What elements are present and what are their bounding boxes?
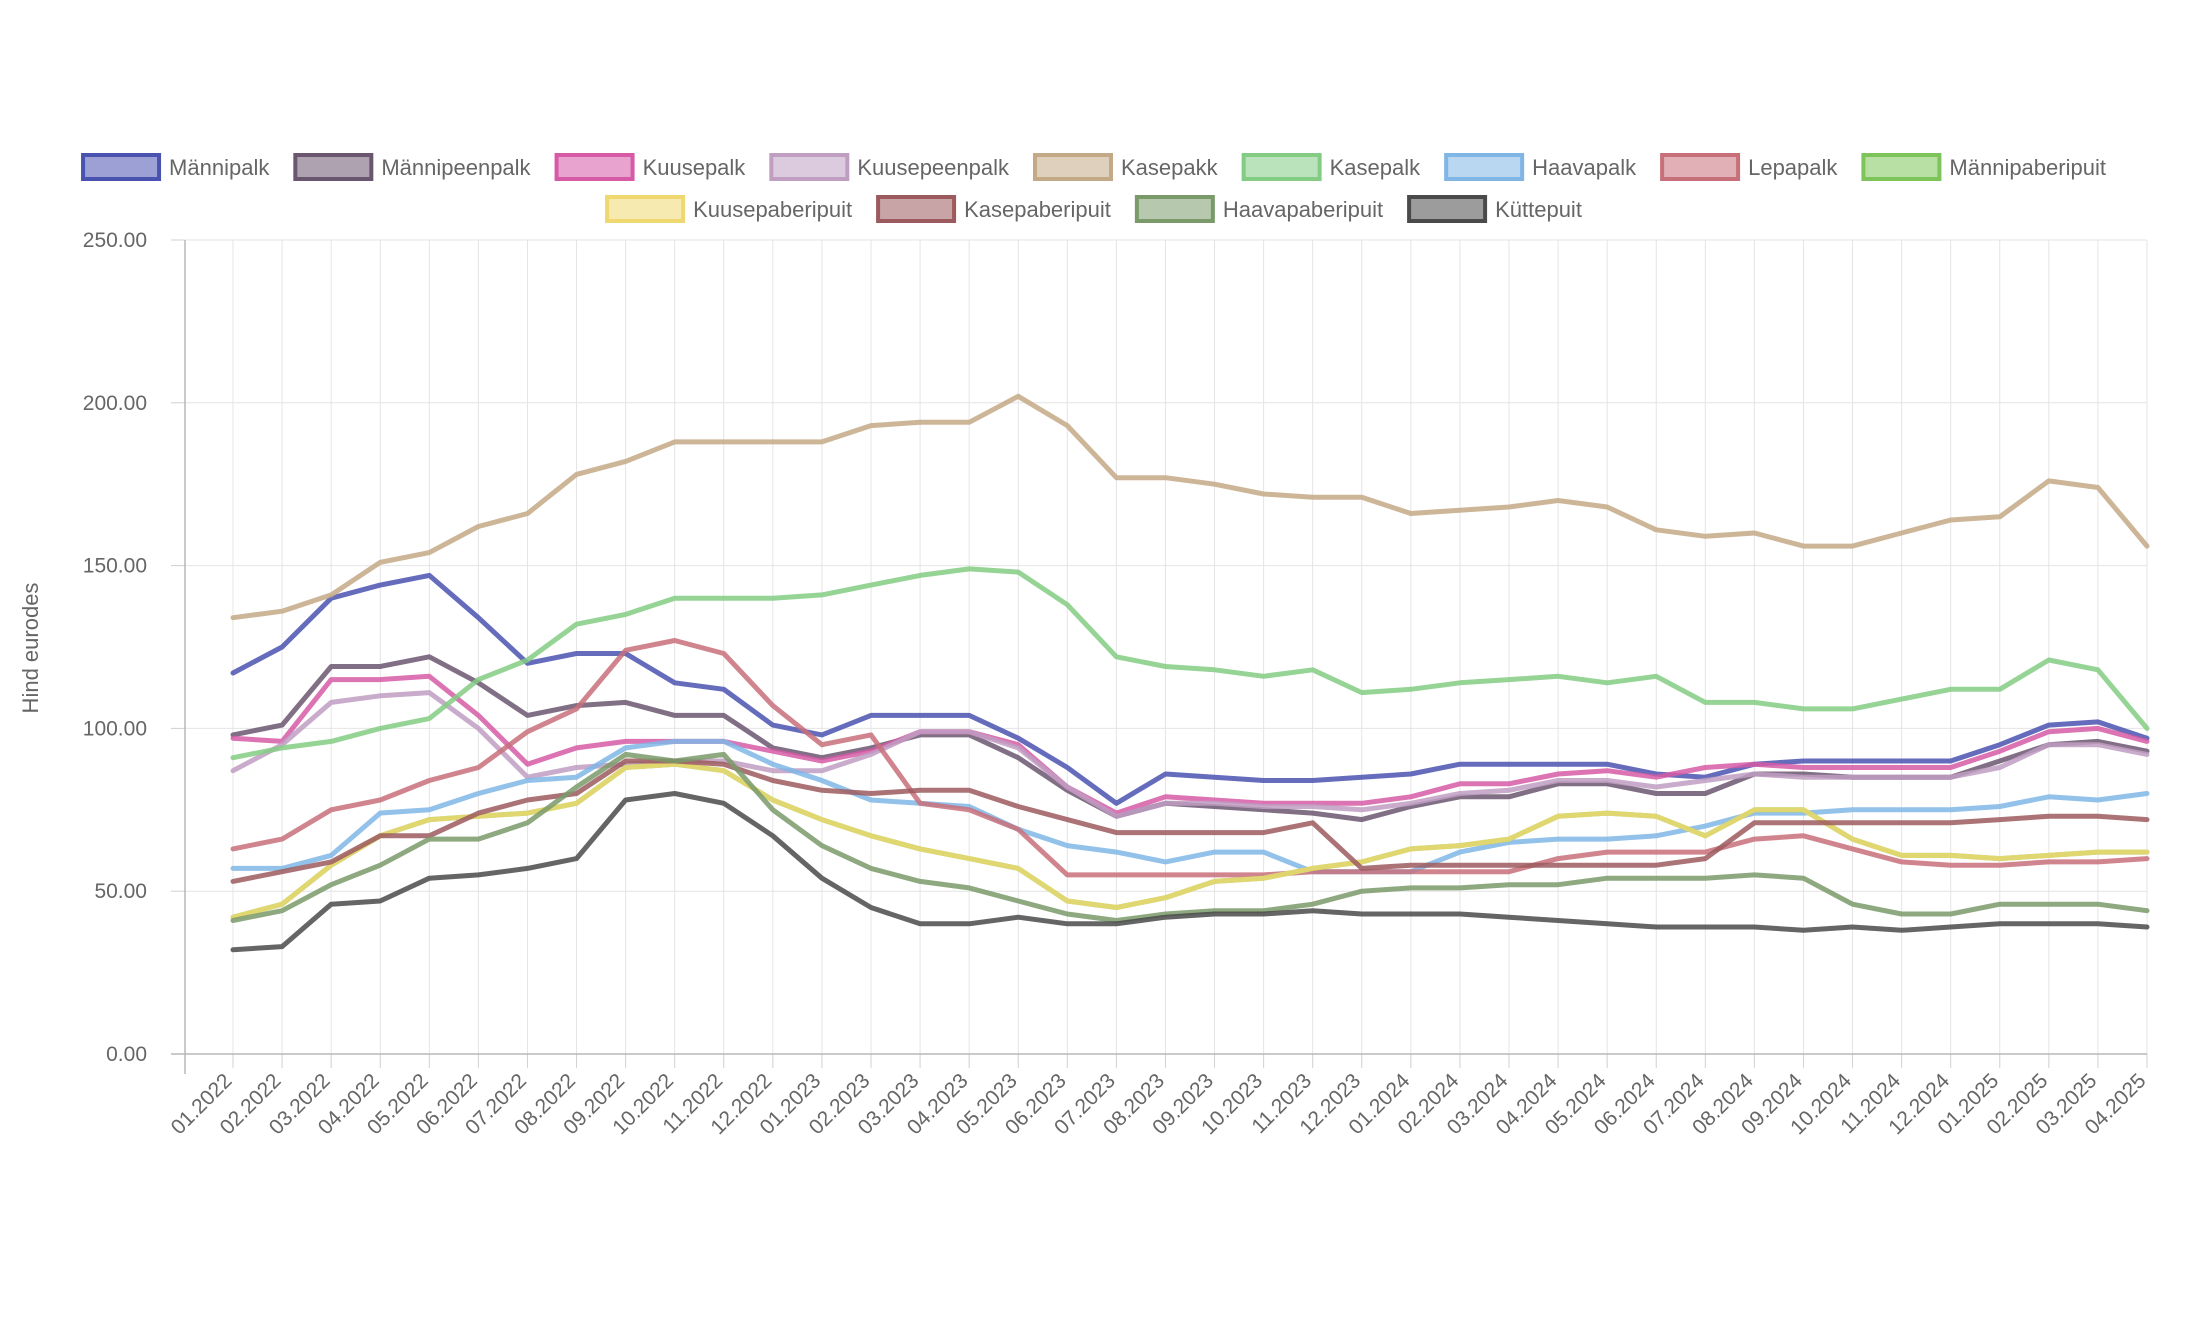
series-line-3 [230,690,2150,819]
series-line-9 [230,761,2150,920]
legend-label: Männipalk [169,155,270,180]
series-line-2 [230,673,2150,816]
legend-swatch [1241,153,1322,181]
legend-label: Kuusepalk [643,155,747,180]
y-tick-label: 250.00 [83,229,147,252]
legend-item-11: Haavapaberipuit [1134,195,1383,223]
legend-swatch [1861,153,1942,181]
series-line-6 [230,738,2150,875]
legend-item-4: Kasepakk [1033,153,1219,181]
legend-label: Kasepalk [1330,155,1422,180]
legend-swatch [605,195,686,223]
y-tick-label: 100.00 [83,717,147,740]
series-line-7 [230,638,2150,878]
legend-swatch [1407,195,1488,223]
legend-item-5: Kasepalk [1241,153,1422,181]
grid [185,239,2148,1055]
series-line-10 [230,758,2150,884]
legend-swatch [1444,153,1525,181]
legend-swatch [876,195,957,223]
legend-swatch [554,153,635,181]
legend-item-12: Küttepuit [1407,195,1582,223]
legend-swatch [1660,153,1741,181]
series-line-4 [230,393,2150,621]
series-line-5 [230,566,2150,761]
y-tick-label: 200.00 [83,392,147,415]
legend-label: Männipeenpalk [381,155,531,180]
legend-label: Kuusepaberipuit [693,197,852,222]
legend-item-1: Männipeenpalk [293,153,532,181]
legend-label: Kasepaberipuit [964,197,1111,222]
legend-item-10: Kasepaberipuit [876,195,1111,223]
legend: Männipalk Männipeenpalk Kuusepalk Kuusepeen… [81,153,2106,223]
legend-swatch [769,153,850,181]
series-line-12 [230,791,2150,953]
y-axis-title: Hind eurodes [18,583,43,714]
legend-swatch [81,153,162,181]
legend-label: Kuusepeenpalk [857,155,1010,180]
legend-label: Lepapalk [1748,155,1838,180]
legend-item-3: Kuusepeenpalk [769,153,1010,181]
legend-item-0: Männipalk [81,153,270,181]
y-tick-label: 0.00 [106,1043,147,1066]
legend-item-6: Haavapalk [1444,153,1637,181]
legend-item-9: Kuusepaberipuit [605,195,852,223]
legend-swatch [293,153,374,181]
y-tick-label: 50.00 [94,880,147,903]
legend-label: Männipaberipuit [1949,155,2106,180]
legend-label: Haavapaberipuit [1223,197,1383,222]
legend-item-7: Lepapalk [1660,153,1838,181]
series-line-11 [230,751,2150,923]
legend-item-2: Kuusepalk [554,153,747,181]
legend-item-8: Männipaberipuit [1861,153,2106,181]
legend-swatch [1134,195,1215,223]
legend-label: Kasepakk [1121,155,1219,180]
series-lines [230,393,2150,953]
series-line-0 [230,572,2150,806]
y-tick-label: 150.00 [83,555,147,578]
legend-label: Küttepuit [1495,197,1582,222]
legend-swatch [1033,153,1113,181]
legend-label: Haavapalk [1532,155,1637,180]
